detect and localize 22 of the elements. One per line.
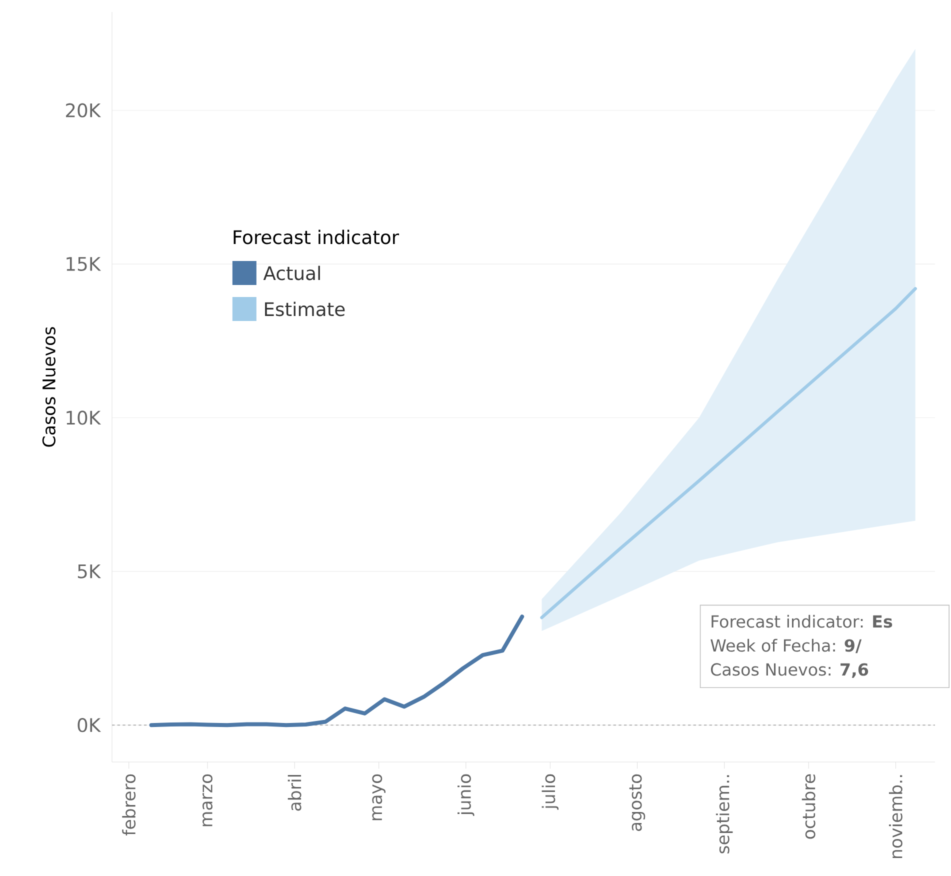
- y-tick-label: 20K: [66, 103, 102, 118]
- x-tick-label: septiem..: [716, 775, 733, 854]
- y-axis-title: Casos Nuevos: [42, 327, 56, 447]
- y-tick-label: 5K: [78, 564, 102, 578]
- annotation: Casos Nuevos: 7,6: [710, 663, 868, 678]
- x-tick-label: febrero: [122, 774, 136, 836]
- x-tick-label: marzo: [202, 774, 212, 826]
- x-tick-label: mayo: [372, 774, 386, 820]
- y-tick-label: 0K: [78, 718, 102, 732]
- x-tick-label: julio: [542, 774, 559, 810]
- y-tick-label: 15K: [66, 257, 102, 271]
- x-tick-label: noviemb..: [888, 775, 902, 858]
- legend-label: Estimate: [265, 302, 345, 316]
- annotation: Week of Fecha: 9/: [710, 638, 862, 654]
- legend-title: Forecast indicator: [234, 230, 400, 244]
- x-tick-label: agosto: [629, 774, 646, 831]
- x-tick-label: abril: [288, 774, 302, 811]
- annotation: Forecast indicator: Es: [712, 614, 892, 628]
- y-tick-label: 10K: [66, 410, 102, 425]
- x-tick-label: junio: [458, 774, 474, 816]
- legend-label: Actual: [263, 266, 320, 280]
- x-tick-label: octubre: [802, 774, 816, 839]
